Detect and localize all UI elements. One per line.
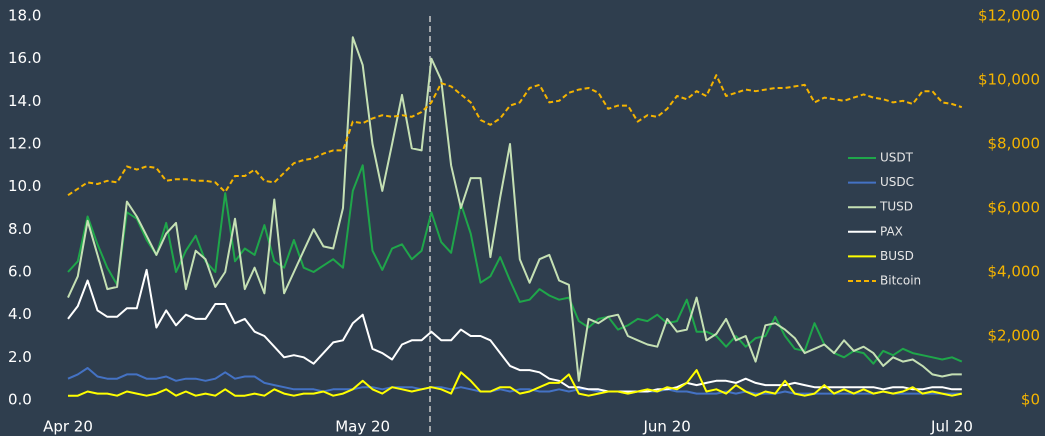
- y-tick-label: 10.0: [8, 177, 41, 195]
- series-line: [68, 370, 962, 396]
- y2-tick-label: $6,000: [988, 199, 1041, 217]
- series-line: [68, 37, 962, 381]
- y2-tick-label: $8,000: [988, 135, 1041, 153]
- legend-label: TUSD: [879, 200, 913, 214]
- legend-label: USDT: [880, 151, 914, 165]
- y-tick-label: 16.0: [8, 49, 41, 67]
- x-tick-label: Apr 20: [43, 418, 93, 436]
- y2-tick-label: $4,000: [988, 263, 1041, 281]
- y2-tick-label: $12,000: [978, 7, 1040, 25]
- chart: 0.0 2.0 4.0 6.0 8.0 10.0 12.0 14.0 16.0 18.0 $0 $2,…: [0, 0, 1045, 436]
- legend-label: PAX: [880, 224, 903, 238]
- y2-tick-label: $0: [1021, 391, 1040, 409]
- y-tick-label: 0.0: [8, 391, 32, 409]
- y2-tick-label: $10,000: [978, 71, 1040, 89]
- x-tick-label: Jul 20: [930, 418, 973, 436]
- y-tick-label: 12.0: [8, 135, 41, 153]
- x-tick-label: Jun 20: [643, 418, 691, 436]
- y-tick-label: 18.0: [8, 7, 41, 25]
- legend-label: BUSD: [880, 249, 914, 263]
- y-tick-label: 2.0: [8, 348, 32, 366]
- x-tick-label: May 20: [335, 418, 390, 436]
- y2-tick-label: $2,000: [988, 327, 1041, 345]
- y-tick-label: 4.0: [8, 305, 32, 323]
- y-tick-label: 6.0: [8, 263, 32, 281]
- y-tick-label: 8.0: [8, 220, 32, 238]
- legend-label: USDC: [880, 175, 914, 189]
- series-line: [68, 75, 962, 195]
- legend-label: Bitcoin: [880, 274, 921, 288]
- y-tick-label: 14.0: [8, 92, 41, 110]
- series-line: [68, 270, 962, 392]
